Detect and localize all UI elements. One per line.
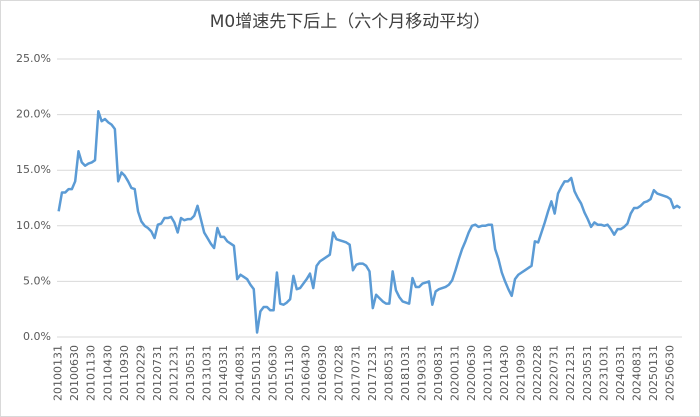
- x-tick-label: 20171231: [366, 345, 379, 401]
- x-tick-label: 20231031: [597, 345, 610, 401]
- x-tick-label: 20131031: [200, 345, 213, 401]
- x-tick-label: 20160930: [316, 345, 329, 401]
- x-tick-label: 20250131: [647, 345, 660, 401]
- y-tick-label: 15.0%: [16, 163, 51, 176]
- y-tick-label: 0.0%: [23, 330, 51, 343]
- x-tick-label: 20110930: [118, 345, 131, 401]
- y-tick-label: 5.0%: [23, 274, 51, 287]
- data-line: [57, 110, 682, 334]
- x-tick-label: 20190331: [415, 345, 428, 401]
- x-tick-label: 20160430: [300, 345, 313, 401]
- y-tick-label: 20.0%: [16, 108, 51, 121]
- x-tick-label: 20110430: [101, 345, 114, 401]
- x-tick-label: 20170731: [349, 345, 362, 401]
- x-tick-label: 20100630: [68, 345, 81, 401]
- x-tick-label: 20190831: [432, 345, 445, 401]
- x-tick-label: 20240831: [630, 345, 643, 401]
- y-tick-label: 25.0%: [16, 52, 51, 65]
- x-tick-label: 20121231: [167, 345, 180, 401]
- x-tick-label: 20201130: [482, 345, 495, 401]
- x-tick-label: 20240331: [614, 345, 627, 401]
- x-tick-label: 20140331: [217, 345, 230, 401]
- x-tick-label: 20221231: [564, 345, 577, 401]
- x-tick-label: 20200131: [448, 345, 461, 401]
- x-tick-label: 20200630: [465, 345, 478, 401]
- x-tick-label: 20170228: [333, 345, 346, 401]
- x-tick-label: 20120229: [134, 345, 147, 401]
- x-tick-label: 20120731: [151, 345, 164, 401]
- x-tick-label: 20220731: [548, 345, 561, 401]
- x-tick-label: 20181031: [399, 345, 412, 401]
- x-tick-label: 20140831: [234, 345, 247, 401]
- x-tick-label: 20230531: [581, 345, 594, 401]
- x-tick-label: 20150131: [250, 345, 263, 401]
- x-tick-label: 20180531: [382, 345, 395, 401]
- y-tick-label: 10.0%: [16, 219, 51, 232]
- x-tick-label: 20100131: [52, 345, 65, 401]
- x-tick-label: 20210930: [515, 345, 528, 401]
- x-tick-label: 20250630: [663, 345, 676, 401]
- x-tick-label: 20150630: [267, 345, 280, 401]
- chart-title: M0增速先下后上（六个月移动平均）: [210, 12, 490, 32]
- x-tick-label: 20151130: [283, 345, 296, 401]
- x-tick-label: 20210430: [498, 345, 511, 401]
- x-tick-label: 20220228: [531, 345, 544, 401]
- x-tick-label: 20101130: [85, 345, 98, 401]
- x-tick-label: 20130531: [184, 345, 197, 401]
